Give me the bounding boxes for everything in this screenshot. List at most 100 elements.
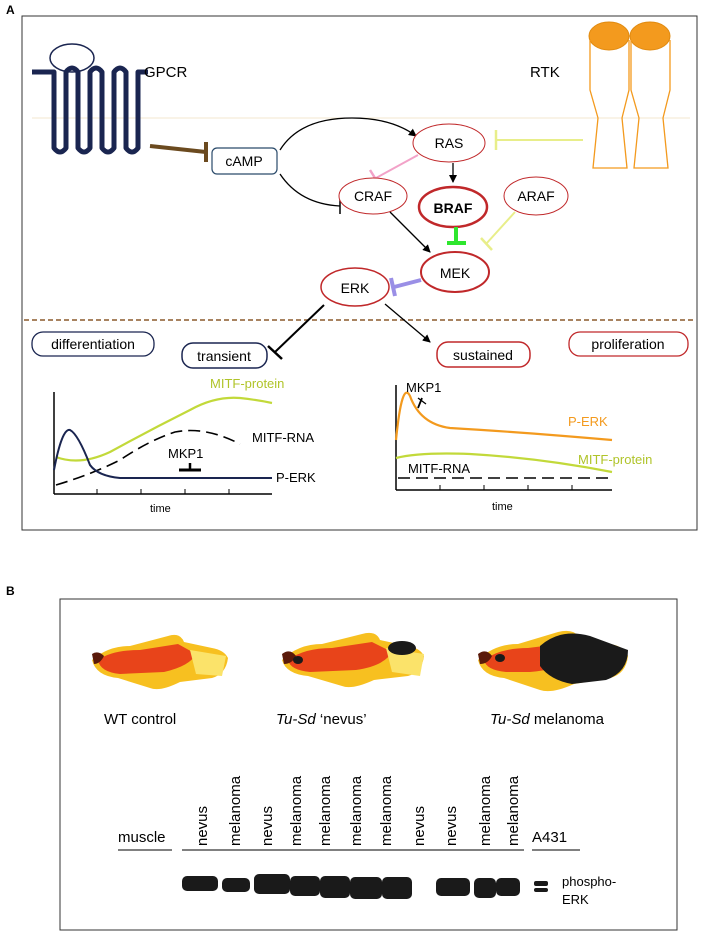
blot-band bbox=[436, 878, 470, 896]
right-perk-curve bbox=[394, 391, 613, 442]
proliferation-label: proliferation bbox=[591, 336, 664, 352]
mek-erk-line bbox=[393, 278, 422, 289]
fish-melanoma-label: Tu-Sd melanoma bbox=[490, 711, 605, 728]
blot-band bbox=[290, 876, 320, 896]
camp-node bbox=[211, 147, 278, 175]
sustained-pill bbox=[436, 341, 531, 368]
fish-wt-label: WT control bbox=[104, 711, 176, 728]
transient-label: transient bbox=[197, 348, 251, 364]
proliferation-pill bbox=[568, 331, 689, 357]
ras-node bbox=[412, 123, 486, 163]
panel-b-frame bbox=[59, 598, 678, 931]
blot-band bbox=[320, 876, 350, 898]
panel-a-letter: A bbox=[6, 3, 15, 17]
blot-band bbox=[534, 881, 548, 886]
craf-to-mek-arrow bbox=[389, 211, 431, 253]
right-mitf-protein-curve bbox=[395, 452, 613, 474]
camp-to-ras-arrow bbox=[279, 117, 417, 151]
lane-label: nevus bbox=[194, 806, 211, 846]
fish-wt-image bbox=[92, 634, 228, 690]
camp-inhibits-craf-line bbox=[279, 173, 341, 207]
ras-label: RAS bbox=[435, 135, 464, 151]
differentiation-label: differentiation bbox=[51, 336, 135, 352]
lane-label: melanoma bbox=[505, 775, 522, 846]
craf-node bbox=[338, 177, 408, 215]
right-perk-label: P-ERK bbox=[568, 414, 608, 429]
right-time-label: time bbox=[492, 501, 513, 513]
left-time-label: time bbox=[150, 503, 171, 515]
muscle-label: muscle bbox=[118, 829, 166, 846]
gpcr-camp-inhibit-line bbox=[149, 144, 207, 154]
rtk-label: RTK bbox=[530, 64, 560, 81]
erk-transient-bar bbox=[267, 345, 283, 360]
erk-node bbox=[320, 267, 390, 307]
sustained-label: sustained bbox=[453, 347, 513, 363]
mek-erk-bar bbox=[389, 277, 397, 297]
fish-nevus-label: Tu-Sd ‘nevus’ bbox=[276, 711, 367, 728]
ras-craf-line bbox=[375, 154, 419, 179]
araf-mek-line bbox=[485, 211, 516, 245]
lane-label: melanoma bbox=[288, 775, 305, 846]
right-mitf-protein-label: MITF-protein bbox=[578, 452, 652, 467]
right-plot bbox=[394, 385, 613, 491]
fish-nevus-image bbox=[282, 632, 424, 688]
right-mkp1-inhibit-line bbox=[417, 397, 427, 405]
a431-label: A431 bbox=[532, 829, 567, 846]
blot-band bbox=[350, 877, 382, 899]
camp-label: cAMP bbox=[225, 153, 262, 169]
araf-label: ARAF bbox=[517, 188, 554, 204]
left-perk-label: P-ERK bbox=[276, 470, 316, 485]
lane-label: melanoma bbox=[477, 775, 494, 846]
blot-band bbox=[382, 877, 412, 899]
fish-melanoma-prefix: Tu-Sd bbox=[490, 711, 530, 728]
lane-label: melanoma bbox=[317, 775, 334, 846]
left-mitf-protein-curve bbox=[55, 396, 273, 462]
craf-label: CRAF bbox=[354, 188, 392, 204]
transient-pill bbox=[181, 342, 268, 369]
fish-melanoma-image bbox=[478, 630, 628, 692]
araf-mek-bar bbox=[480, 237, 493, 251]
erk-to-sustained-arrow bbox=[384, 303, 431, 343]
gpcr-receptor bbox=[32, 43, 148, 155]
mek-label: MEK bbox=[440, 265, 471, 281]
lane-labels: nevus melanoma nevus melanoma melanoma m… bbox=[194, 775, 522, 846]
blot-band bbox=[222, 878, 250, 892]
panel-a-frame bbox=[21, 15, 698, 531]
fish-nevus-prefix: Tu-Sd bbox=[276, 711, 316, 728]
lane-label: melanoma bbox=[348, 775, 365, 846]
blot-band bbox=[474, 878, 496, 898]
fish-nevus-suffix: ‘nevus’ bbox=[316, 711, 367, 728]
mek-node bbox=[420, 251, 490, 293]
rtk-receptor bbox=[588, 21, 671, 169]
braf-node bbox=[417, 185, 489, 229]
right-mkp1-inhibit-bar bbox=[417, 397, 423, 409]
blot-label-line1: phospho- bbox=[562, 874, 616, 889]
right-mkp1-label: MKP1 bbox=[406, 380, 441, 395]
lane-label: melanoma bbox=[227, 775, 244, 846]
blot-label-line2: ERK bbox=[562, 892, 589, 907]
left-mitf-rna-curve bbox=[55, 429, 241, 486]
erk-label: ERK bbox=[341, 280, 370, 296]
blot-band bbox=[182, 876, 218, 891]
fish-melanoma-suffix: melanoma bbox=[530, 711, 605, 728]
panel-b-letter: B bbox=[6, 584, 15, 598]
lane-label: nevus bbox=[259, 806, 276, 846]
differentiation-pill bbox=[31, 331, 155, 357]
lane-label: nevus bbox=[411, 806, 428, 846]
gpcr-label: GPCR bbox=[144, 64, 188, 81]
blot-band bbox=[254, 874, 290, 894]
braf-label: BRAF bbox=[434, 200, 473, 216]
left-plot bbox=[53, 392, 273, 495]
lane-label: nevus bbox=[443, 806, 460, 846]
left-mitf-rna-label: MITF-RNA bbox=[252, 430, 314, 445]
right-mitf-rna-label: MITF-RNA bbox=[408, 461, 470, 476]
left-mitf-protein-label: MITF-protein bbox=[210, 376, 284, 391]
blot-band bbox=[534, 888, 548, 892]
western-blot bbox=[182, 874, 548, 899]
blot-band bbox=[496, 878, 520, 896]
left-mkp1-label: MKP1 bbox=[168, 446, 203, 461]
erk-transient-line bbox=[274, 304, 325, 353]
araf-node bbox=[503, 176, 569, 216]
lane-label: melanoma bbox=[378, 775, 395, 846]
